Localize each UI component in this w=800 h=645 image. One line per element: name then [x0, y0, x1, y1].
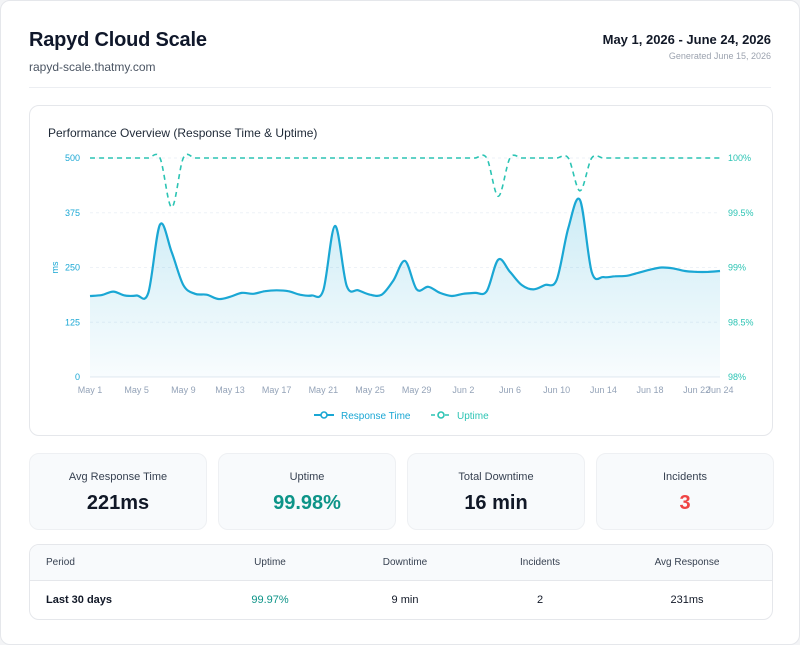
column-header-uptime: Uptime — [254, 557, 286, 568]
y-tick-label: 500 — [65, 153, 80, 163]
legend-item-response-time[interactable]: Response Time — [314, 411, 411, 422]
kpi-value: 3 — [679, 492, 691, 514]
kpi-value: 99.98% — [273, 492, 341, 514]
column-header-incidents: Incidents — [519, 557, 561, 568]
x-tick-label: May 9 — [171, 385, 196, 395]
kpi-label: Uptime — [289, 471, 325, 483]
chart-title: Performance Overview (Response Time & Up… — [48, 126, 317, 140]
y-tick-label: 0 — [75, 372, 80, 382]
y-tick-label: 125 — [65, 317, 80, 327]
y-right-tick-label: 100% — [728, 153, 751, 163]
x-tick-label: Jun 14 — [590, 385, 617, 395]
kpi-value: 16 min — [464, 492, 528, 514]
x-tick-label: May 29 — [402, 385, 432, 395]
cell-incidents: 2 — [536, 594, 544, 606]
response-time-line — [89, 197, 721, 301]
x-tick-label: Jun 18 — [636, 385, 663, 395]
x-tick-label: May 25 — [355, 385, 385, 395]
response-time-legend-dot — [320, 411, 328, 419]
legend-label-uptime: Uptime — [457, 411, 489, 422]
y-right-tick-label: 98% — [728, 372, 746, 382]
cell-uptime: 99.97% — [251, 594, 289, 606]
y-right-tick-label: 99% — [728, 263, 746, 273]
column-header-period: Period — [46, 557, 75, 568]
column-header-downtime: Downtime — [382, 557, 428, 568]
legend-item-uptime[interactable]: Uptime — [431, 411, 489, 422]
report-header: Rapyd Cloud Scale rapyd-scale.thatmy.com… — [29, 29, 771, 88]
x-tick-label: Jun 22 — [683, 385, 710, 395]
performance-chart: Performance Overview (Response Time & Up… — [48, 126, 754, 422]
kpi-total-downtime: Total Downtime 16 min — [407, 453, 585, 530]
cell-avg-response: 231ms — [670, 594, 704, 606]
x-tick-label: Jun 10 — [543, 385, 570, 395]
chart-axes: 0 98% 125 98.5% 250 99% 375 99.5% 500 100% May 1 Ma… — [65, 153, 754, 395]
kpi-incidents: Incidents 3 — [596, 453, 774, 530]
date-range: May 1, 2026 - June 24, 2026 — [602, 32, 771, 47]
y-right-tick-label: 98.5% — [728, 317, 754, 327]
kpi-value: 221ms — [86, 492, 150, 514]
summary-table: Period Uptime Downtime Incidents Avg Res… — [29, 544, 773, 620]
kpi-uptime: Uptime 99.98% — [218, 453, 396, 530]
generated-date: Generated June 15, 2026 — [668, 51, 771, 61]
x-tick-label: Jun 24 — [706, 385, 733, 395]
kpi-label: Avg Response Time — [68, 471, 168, 483]
cell-downtime: 9 min — [391, 594, 419, 606]
uptime-line — [89, 153, 720, 209]
x-tick-label: May 5 — [124, 385, 149, 395]
x-tick-label: Jun 2 — [452, 385, 474, 395]
chart-legend: Response Time Uptime — [314, 411, 489, 422]
x-tick-label: May 13 — [215, 385, 245, 395]
y-tick-label: 250 — [65, 263, 80, 273]
y-tick-label: 375 — [65, 208, 80, 218]
cell-period: Last 30 days — [46, 594, 113, 606]
site-url: rapyd-scale.thatmy.com — [29, 60, 156, 74]
y-right-tick-label: 99.5% — [728, 208, 754, 218]
legend-label-response-time: Response Time — [341, 411, 411, 422]
table-row: Last 30 days 99.97% 9 min 2 231ms — [30, 581, 772, 619]
kpi-label: Incidents — [662, 471, 708, 483]
kpi-label: Total Downtime — [458, 471, 534, 483]
site-title: Rapyd Cloud Scale — [29, 29, 207, 51]
performance-chart-card: Performance Overview (Response Time & Up… — [29, 105, 773, 436]
table-header: Period Uptime Downtime Incidents Avg Res… — [30, 545, 772, 581]
y-axis-label: ms — [50, 261, 60, 273]
x-tick-label: Jun 6 — [499, 385, 521, 395]
uptime-legend-dot — [437, 411, 445, 419]
response-time-area — [90, 198, 720, 377]
column-header-avg-response: Avg Response — [654, 557, 720, 568]
x-tick-label: May 17 — [262, 385, 292, 395]
x-tick-label: May 1 — [78, 385, 103, 395]
x-tick-label: May 21 — [309, 385, 339, 395]
kpi-avg-response: Avg Response Time 221ms — [29, 453, 207, 530]
